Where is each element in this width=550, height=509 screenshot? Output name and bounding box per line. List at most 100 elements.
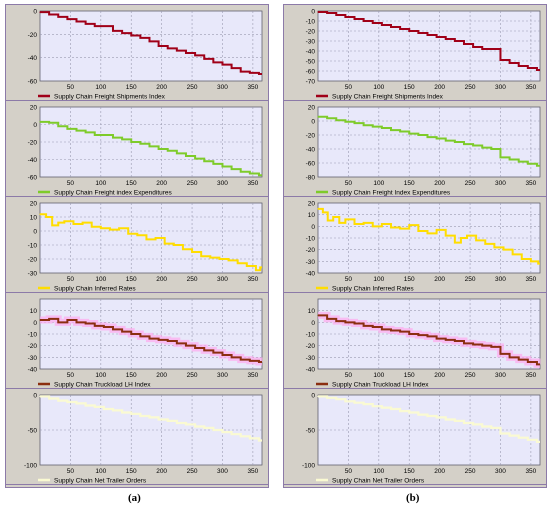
data-point xyxy=(527,67,529,69)
data-point xyxy=(490,346,492,348)
data-point xyxy=(45,216,47,218)
column-a: 0 -20 -40 -60 50 100 150 200 250 300 350 Supply Cha… xyxy=(5,4,269,488)
data-point xyxy=(121,138,123,140)
y-tick-label: -40 xyxy=(28,367,38,374)
data-point xyxy=(344,121,346,123)
y-tick-label: 10 xyxy=(30,308,38,315)
data-point xyxy=(94,25,96,27)
y-tick-label: 0 xyxy=(33,320,37,327)
plot-area xyxy=(39,202,263,274)
data-point xyxy=(66,319,68,321)
data-point xyxy=(75,321,78,323)
data-point xyxy=(399,228,401,230)
data-point xyxy=(48,122,50,124)
x-tick-label: 150 xyxy=(404,372,415,379)
y-tick-label: -20 xyxy=(28,343,38,350)
data-point xyxy=(408,224,410,226)
data-point xyxy=(408,333,410,335)
y-tick-label: 10 xyxy=(308,308,316,315)
chart-panel-a-3: 20 10 0 -10 -20 -30 50 100 150 200 250 300 350 Supply… xyxy=(6,197,268,293)
x-tick-label: 200 xyxy=(434,180,445,187)
x-tick-label: 200 xyxy=(434,84,445,91)
data-point xyxy=(75,20,78,23)
data-point xyxy=(454,242,456,244)
data-point xyxy=(527,439,529,441)
y-tick-label: 0 xyxy=(33,229,37,236)
data-point xyxy=(57,16,59,18)
x-tick-label: 250 xyxy=(465,276,476,283)
chart-svg-a-1: 0 -20 -40 -60 50 100 150 200 250 300 350 Supply Cha… xyxy=(6,9,268,101)
chart-panel-a-5: 0 -50 -100 50 100 150 200 250 300 350 Supply Chain… xyxy=(6,389,268,485)
legend-label: Supply Chain Truckload LH Index xyxy=(54,382,151,389)
data-point xyxy=(57,222,59,224)
x-tick-label: 250 xyxy=(187,84,198,91)
data-point xyxy=(317,208,319,210)
data-point xyxy=(445,38,447,40)
chart-panel-b-1: 0 -10 -20 -30 -40 -50 -60 -70 50 100 150 200 250 300 3… xyxy=(284,5,546,101)
data-point xyxy=(230,433,233,435)
data-point xyxy=(167,340,169,342)
data-point xyxy=(212,429,214,431)
data-point xyxy=(39,395,41,397)
data-point xyxy=(258,73,260,75)
data-point xyxy=(109,229,111,231)
data-point xyxy=(417,230,419,232)
x-tick-label: 250 xyxy=(187,372,198,379)
data-point xyxy=(372,126,374,128)
data-point xyxy=(81,222,84,224)
data-point xyxy=(463,422,465,424)
data-point xyxy=(499,432,502,435)
x-tick-label: 100 xyxy=(95,468,106,475)
data-point xyxy=(194,158,196,160)
data-point xyxy=(472,46,474,48)
x-tick-label: 350 xyxy=(525,372,536,379)
data-point xyxy=(508,356,511,358)
data-point xyxy=(338,222,340,224)
x-tick-label: 200 xyxy=(434,468,445,475)
data-point xyxy=(57,321,59,323)
data-point xyxy=(94,134,96,136)
data-point xyxy=(518,65,520,67)
data-point xyxy=(463,43,465,45)
y-tick-label: 20 xyxy=(308,201,316,208)
data-point xyxy=(112,328,114,330)
data-point xyxy=(230,168,233,170)
data-point xyxy=(326,318,328,320)
y-tick-label: 20 xyxy=(30,105,38,112)
x-tick-label: 350 xyxy=(247,180,258,187)
data-point xyxy=(255,269,257,271)
series-line xyxy=(40,395,262,442)
data-point xyxy=(240,435,242,437)
x-tick-label: 300 xyxy=(495,276,506,283)
x-tick-label: 250 xyxy=(465,468,476,475)
data-point xyxy=(372,225,374,227)
data-point xyxy=(94,325,96,327)
y-tick-label: 20 xyxy=(308,105,316,112)
x-tick-label: 200 xyxy=(156,276,167,283)
y-tick-label: 0 xyxy=(311,9,315,16)
data-point xyxy=(436,416,438,418)
x-tick-label: 300 xyxy=(495,84,506,91)
data-point xyxy=(158,45,160,47)
data-point xyxy=(536,165,538,167)
data-point xyxy=(112,409,114,411)
y-tick-label: -40 xyxy=(28,55,38,62)
data-point xyxy=(426,415,429,417)
data-point xyxy=(445,339,447,341)
data-point xyxy=(221,64,224,66)
data-point xyxy=(490,427,492,429)
data-point xyxy=(130,141,132,143)
data-point xyxy=(536,363,538,365)
data-point xyxy=(372,326,374,328)
data-point xyxy=(103,408,105,410)
data-point xyxy=(212,163,214,165)
data-point xyxy=(176,50,178,52)
y-tick-label: -10 xyxy=(306,19,316,26)
x-tick-label: 50 xyxy=(345,372,353,379)
y-tick-label: 20 xyxy=(30,201,38,208)
data-point xyxy=(436,229,438,231)
legend-label: Supply Chain Freight Shipments Index xyxy=(54,94,166,101)
x-tick-label: 100 xyxy=(95,84,106,91)
data-point xyxy=(426,232,429,234)
